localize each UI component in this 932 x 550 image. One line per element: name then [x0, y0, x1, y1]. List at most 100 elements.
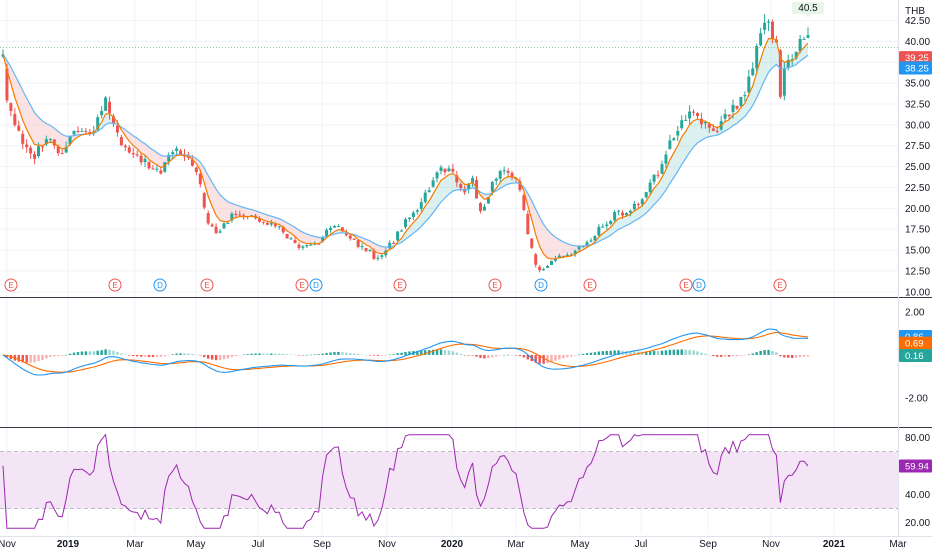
- earnings-marker: [4, 278, 18, 292]
- macd-histogram-bar: [656, 350, 660, 355]
- macd-histogram-bar: [226, 354, 230, 359]
- macd-histogram-bar: [779, 354, 782, 357]
- candle-body: [186, 156, 190, 158]
- macd-histogram-bar: [534, 354, 537, 363]
- ma-value-tag: 38.25: [905, 64, 929, 75]
- candle-body: [25, 144, 29, 148]
- candle-body: [518, 181, 522, 191]
- ma-fill-segment: [38, 117, 43, 146]
- macd-histogram-bar: [479, 354, 482, 358]
- candle-body: [530, 238, 534, 248]
- ma-fill-segment: [22, 90, 27, 130]
- macd-histogram-bar: [218, 354, 222, 361]
- slow-moving-average-line: [2, 53, 809, 248]
- macd-histogram-bar: [404, 351, 407, 355]
- candle-body: [167, 154, 171, 162]
- candle-body: [100, 111, 104, 116]
- macd-histogram-bar: [475, 354, 478, 357]
- macd-histogram-bar: [735, 354, 739, 357]
- ma-fill-segment: [441, 177, 445, 203]
- ma-fill-segment: [377, 245, 382, 254]
- candle-body: [29, 147, 33, 154]
- candle-body: [676, 130, 680, 136]
- macd-histogram-bar: [128, 354, 131, 356]
- candle-body: [392, 242, 396, 244]
- candle-body: [33, 154, 37, 159]
- macd-histogram-bar: [439, 349, 443, 355]
- macd-histogram-bar: [487, 354, 490, 359]
- macd-histogram-bar: [700, 352, 703, 355]
- ma-fill-segment: [740, 103, 745, 120]
- price-tick-label: 25.00: [905, 162, 930, 173]
- macd-histogram-bar: [270, 353, 273, 355]
- macd-histogram-bar: [771, 351, 774, 355]
- macd-histogram-bar: [451, 351, 455, 355]
- candle-body: [498, 171, 502, 179]
- candle-body: [435, 172, 439, 179]
- macd-histogram-bar: [285, 354, 289, 355]
- candle-body: [806, 35, 810, 38]
- macd-histogram-bar: [17, 354, 20, 362]
- time-axis-label: Sep: [699, 539, 717, 550]
- event-marker-label: D: [538, 281, 544, 290]
- time-axis-label: Nov: [762, 539, 780, 550]
- candle-body: [755, 45, 759, 69]
- price-tick-label: 20.00: [905, 204, 930, 215]
- macd-histogram-bar: [183, 353, 186, 355]
- macd-histogram-bar: [652, 350, 656, 355]
- macd-histogram-bar: [250, 353, 253, 355]
- rsi-line: [2, 433, 809, 529]
- ma-fill-segment: [733, 112, 737, 126]
- earnings-marker: [295, 278, 309, 292]
- candle-body: [159, 170, 163, 174]
- ma-fill-segment: [744, 94, 749, 117]
- macd-histogram-bar: [471, 354, 474, 356]
- macd-histogram-bar: [37, 354, 40, 362]
- macd-histogram-bar: [49, 354, 52, 358]
- macd-histogram-bar: [246, 354, 249, 355]
- macd-histogram-bar: [467, 354, 470, 356]
- earnings-marker: [679, 278, 693, 292]
- candle-body: [226, 223, 230, 225]
- ma-fill-segment: [251, 209, 256, 217]
- macd-histogram-bar: [577, 354, 581, 356]
- candle-body: [301, 246, 305, 248]
- candle-body: [108, 101, 112, 114]
- macd-histogram-bar: [313, 354, 316, 355]
- candle-body: [439, 167, 443, 171]
- macd-histogram-bar: [783, 354, 786, 358]
- ma-fill-segment: [685, 124, 690, 159]
- candle-body: [155, 168, 159, 170]
- event-marker-label: E: [204, 281, 209, 290]
- candle-body: [628, 210, 632, 213]
- event-marker-label: E: [492, 281, 497, 290]
- macd-histogram-bar: [84, 351, 88, 355]
- macd-histogram-bar: [41, 354, 44, 360]
- candle-body: [731, 104, 735, 112]
- candle-body: [794, 51, 798, 59]
- macd-histogram-bar: [518, 354, 522, 356]
- candle-body: [565, 254, 569, 257]
- macd-histogram-bar: [668, 349, 672, 355]
- macd-histogram-bar: [763, 350, 766, 355]
- ma-fill-segment: [622, 215, 627, 228]
- price-tick-label: 32.50: [905, 100, 930, 111]
- macd-histogram-bar: [305, 354, 309, 356]
- candle-body: [411, 212, 415, 217]
- macd-histogram-bar: [676, 349, 679, 355]
- macd-histogram-bar: [293, 354, 297, 356]
- candle-body: [538, 266, 542, 271]
- candle-body: [404, 219, 407, 228]
- candle-body: [76, 130, 80, 132]
- macd-histogram-bar: [175, 353, 178, 355]
- macd-histogram-bar: [581, 353, 585, 355]
- macd-histogram-bar: [151, 354, 155, 358]
- candle-body: [372, 250, 376, 260]
- candle-body: [561, 255, 565, 257]
- macd-histogram-bar: [522, 354, 526, 358]
- candle-body: [293, 240, 297, 244]
- macd-histogram-bar: [719, 354, 723, 357]
- ma-fill-segment: [216, 189, 221, 221]
